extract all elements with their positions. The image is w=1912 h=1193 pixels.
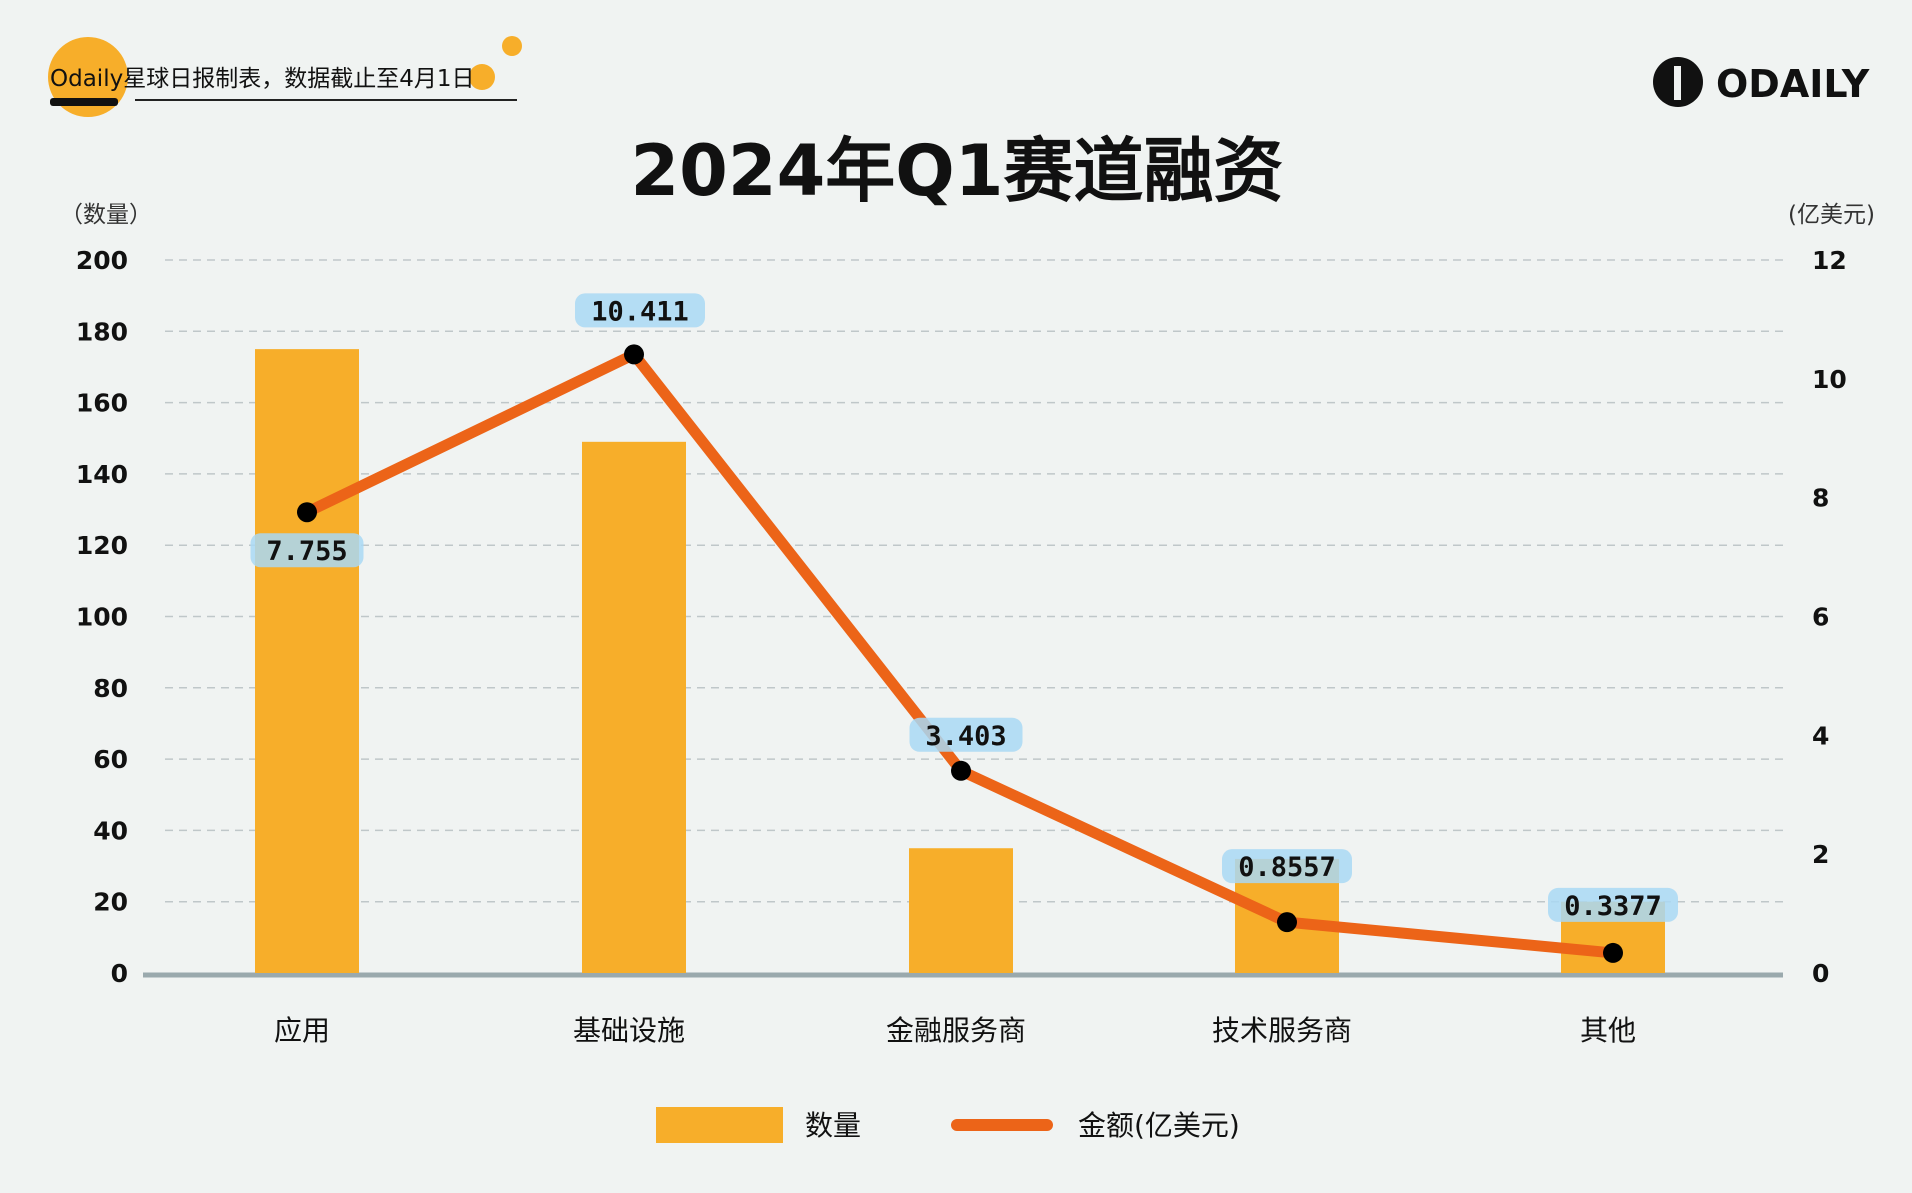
- logo-icon-mark: [1674, 66, 1681, 100]
- data-label: 3.403: [925, 721, 1006, 752]
- y-left-tick: 180: [76, 317, 128, 346]
- line-layer: 7.755 10.411 3.403 0.8557 0.3377: [250, 293, 1678, 963]
- logo-text: ODAILY: [1716, 62, 1870, 106]
- data-label-bg: [1548, 887, 1678, 922]
- category-label: 基础设施: [573, 1014, 685, 1047]
- bar-金融服务商: [909, 848, 1013, 973]
- y-left-tick: 200: [76, 246, 128, 275]
- category-label: 应用: [274, 1014, 330, 1047]
- data-label: 0.8557: [1238, 852, 1336, 883]
- y-left-tick: 0: [111, 959, 128, 988]
- data-label: 0.3377: [1564, 891, 1662, 922]
- bar-基础设施: [582, 441, 686, 973]
- legend-swatch-bar: [656, 1107, 783, 1143]
- line-point: [1603, 942, 1623, 963]
- legend: 数量 金额(亿美元): [656, 1107, 1240, 1143]
- y-right-tick: 10: [1812, 365, 1847, 394]
- line-point: [297, 502, 317, 523]
- data-label: 7.755: [266, 536, 347, 567]
- decor-dot: [469, 64, 495, 90]
- legend-label-bar: 数量: [805, 1109, 861, 1142]
- y-right-axis: 0 2 4 6 8 10 12: [1812, 246, 1847, 988]
- y-right-tick: 2: [1812, 840, 1829, 869]
- y-right-tick: 0: [1812, 959, 1829, 988]
- grid: [143, 259, 1783, 978]
- line-point: [1277, 912, 1297, 933]
- data-label-bg: [1222, 849, 1352, 884]
- decor-dot: [502, 36, 522, 56]
- y-left-axis: 0 20 40 60 80 100 120 140 160 180 200: [76, 246, 128, 988]
- data-label-bg: [250, 533, 364, 568]
- chart-title: 2024年Q1赛道融资: [630, 130, 1283, 212]
- y-right-tick: 4: [1812, 721, 1829, 750]
- data-label: 10.411: [591, 296, 689, 327]
- data-label-bg: [575, 293, 705, 328]
- source-note: Odaily星球日报制表，数据截止至4月1日: [50, 66, 474, 92]
- y-left-tick: 160: [76, 389, 128, 418]
- line-point: [951, 760, 971, 781]
- y-right-tick: 6: [1812, 603, 1829, 632]
- y-left-tick: 120: [76, 531, 128, 560]
- y-left-tick: 100: [76, 603, 128, 632]
- underline-bar: [50, 98, 118, 106]
- y-left-label: （数量）: [60, 202, 152, 228]
- bars: [255, 349, 1665, 973]
- y-right-tick: 8: [1812, 484, 1829, 513]
- y-left-tick: 140: [76, 460, 128, 489]
- category-label: 技术服务商: [1212, 1014, 1352, 1047]
- data-label-bg: [909, 717, 1023, 752]
- y-right-tick: 12: [1812, 246, 1847, 275]
- y-left-tick: 60: [93, 745, 128, 774]
- line-point: [624, 344, 644, 365]
- y-left-tick: 20: [93, 888, 128, 917]
- x-axis-labels: 应用 基础设施 金融服务商 技术服务商 其他: [274, 1014, 1636, 1047]
- category-label: 其他: [1580, 1014, 1636, 1047]
- y-left-tick: 40: [93, 816, 128, 845]
- odaily-logo: ODAILY: [1653, 57, 1870, 107]
- decor-circle: [48, 37, 128, 117]
- y-right-label: (亿美元): [1788, 202, 1875, 228]
- category-label: 金融服务商: [886, 1014, 1026, 1047]
- header: Odaily星球日报制表，数据截止至4月1日 ODAILY 2024年Q1赛道融…: [48, 36, 1875, 228]
- y-left-tick: 80: [93, 674, 128, 703]
- bar-应用: [255, 349, 359, 973]
- legend-label-line: 金额(亿美元): [1078, 1109, 1240, 1142]
